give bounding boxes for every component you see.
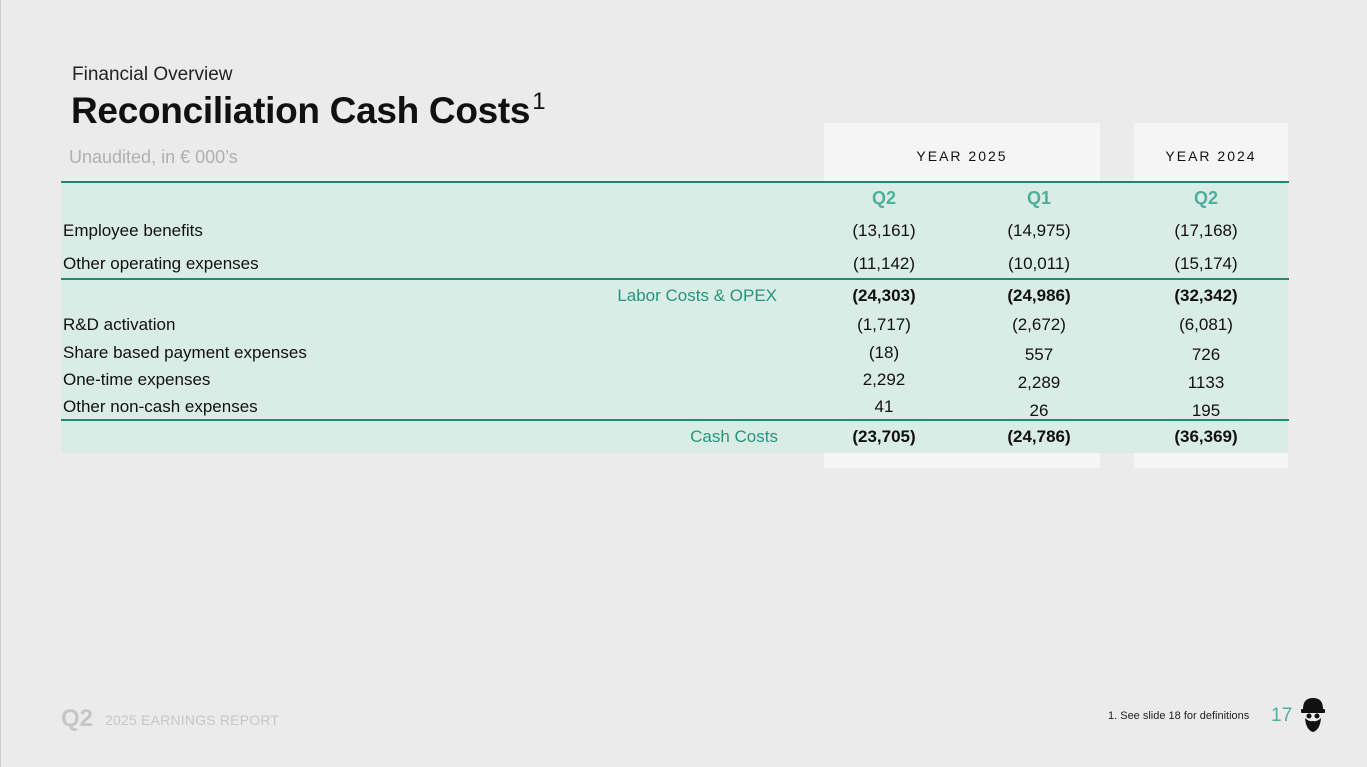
quarter-header-2024-q2: Q2 <box>1193 188 1218 208</box>
table-cell: (1,717) <box>857 315 911 334</box>
table-top-rule <box>61 181 1289 183</box>
footnote: 1. See slide 18 for definitions <box>1108 710 1250 722</box>
table-cell: (14,975) <box>1007 221 1071 240</box>
table-cell: (10,011) <box>1007 254 1071 273</box>
footer-quarter: Q2 <box>61 705 94 732</box>
table-cell: (2,672) <box>1012 315 1066 334</box>
table-cell: 1133 <box>1187 373 1225 392</box>
table-cell: 26 <box>1029 401 1049 420</box>
table-cell: (17,168) <box>1174 221 1238 240</box>
subtotal-label-cash-costs: Cash Costs <box>690 427 778 446</box>
table-cell: (13,161) <box>852 221 916 240</box>
year-2024-header: YEAR 2024 <box>1165 148 1257 164</box>
gnome-head-logo-icon <box>1301 698 1325 732</box>
table-cell: 195 <box>1191 401 1221 420</box>
table-cell: (18) <box>868 343 900 362</box>
table-cell: 2,292 <box>862 370 906 389</box>
table-cell: 726 <box>1191 345 1221 364</box>
table-cell: (11,142) <box>852 254 916 273</box>
table-cell: (15,174) <box>1174 254 1238 273</box>
table-cell: 2,289 <box>1017 373 1061 392</box>
row-label-share-based-payment: Share based payment expenses <box>63 343 307 362</box>
quarter-header-2025-q2: Q2 <box>871 188 896 208</box>
page-title: Reconciliation Cash Costs1 <box>71 88 546 132</box>
row-label-one-time-expenses: One-time expenses <box>63 370 211 389</box>
title-footnote-marker: 1 <box>532 88 546 115</box>
row-label-rd-activation: R&D activation <box>63 315 176 334</box>
page-subtitle: Unaudited, in € 000’s <box>69 147 238 167</box>
row-label-other-non-cash-expenses: Other non-cash expenses <box>63 397 258 416</box>
table-cell-total: (23,705) <box>852 427 916 446</box>
table-cell-total: (36,369) <box>1174 427 1238 446</box>
table-cell: 557 <box>1024 345 1054 364</box>
row-label-other-operating-expenses: Other operating expenses <box>63 254 259 273</box>
subtotal-rule-2 <box>61 419 1289 421</box>
table-cell-subtotal: (32,342) <box>1174 286 1238 305</box>
table-cell-subtotal: (24,303) <box>852 286 916 305</box>
quarter-header-2025-q1: Q1 <box>1026 188 1051 208</box>
page-title-text: Reconciliation Cash Costs <box>71 90 531 131</box>
subtotal-label-labor-costs-opex: Labor Costs & OPEX <box>617 286 777 305</box>
table-cell: (6,081) <box>1179 315 1233 334</box>
page-number: 17 <box>1271 705 1293 726</box>
table-body <box>61 182 1288 453</box>
year-2025-header: YEAR 2025 <box>916 148 1008 164</box>
footer-report-title: 2025 EARNINGS REPORT <box>105 712 280 728</box>
table-cell-subtotal: (24,986) <box>1007 286 1071 305</box>
left-edge-rule <box>0 0 1 767</box>
table-cell: 41 <box>874 397 894 416</box>
row-label-employee-benefits: Employee benefits <box>63 221 203 240</box>
table-cell-total: (24,786) <box>1007 427 1071 446</box>
section-overline: Financial Overview <box>72 64 233 85</box>
subtotal-rule-1 <box>61 278 1289 280</box>
